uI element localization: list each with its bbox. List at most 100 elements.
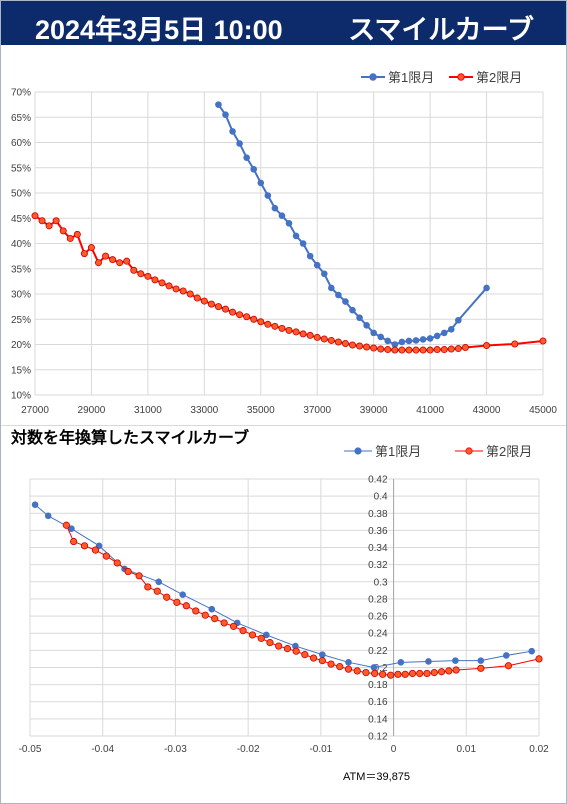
data-point-1	[452, 657, 459, 664]
data-point-2	[447, 345, 455, 353]
data-point-2	[539, 337, 547, 345]
data-point-2	[318, 657, 326, 665]
data-point-2	[173, 598, 181, 606]
data-point-2	[91, 546, 100, 554]
data-point-2	[483, 342, 491, 350]
y-tick-label: 10%	[11, 391, 31, 402]
data-point-2	[80, 250, 88, 258]
data-point-2	[123, 257, 131, 265]
data-point-2	[137, 270, 145, 278]
data-point-2	[299, 330, 307, 338]
data-point-2	[391, 346, 399, 354]
data-point-1	[419, 336, 427, 343]
data-point-2	[348, 341, 356, 349]
y-tick-label: 40%	[11, 239, 31, 250]
data-point-2	[87, 244, 95, 252]
data-point-1	[236, 140, 243, 147]
data-point-1	[292, 642, 299, 650]
data-point-2	[153, 587, 161, 595]
data-point-1	[208, 605, 216, 613]
y-tick-label: 50%	[11, 189, 31, 200]
data-point-2	[151, 276, 159, 284]
y-tick-label: 0.36	[368, 526, 388, 537]
data-point-2	[229, 308, 237, 316]
data-point-2	[309, 654, 318, 662]
data-point-1	[278, 212, 286, 220]
data-point-2	[135, 572, 143, 580]
data-point-2	[113, 559, 121, 567]
legend-marker	[354, 447, 362, 455]
y-tick-label: 0.34	[368, 543, 388, 554]
data-point-2	[334, 338, 342, 346]
data-point-2	[45, 222, 53, 230]
x-tick-label: -0.01	[309, 744, 332, 755]
data-point-2	[292, 328, 300, 336]
data-point-2	[362, 669, 370, 677]
data-point-2	[158, 279, 166, 287]
data-point-2	[408, 669, 417, 678]
chart-title: 対数を年換算したスマイルカーブ	[10, 428, 249, 447]
data-point-1	[528, 647, 536, 655]
header-date: 2024年3月5日 10:00	[35, 15, 283, 45]
y-tick-label: 0.14	[368, 714, 388, 725]
x-tick-label: -0.03	[164, 744, 187, 755]
data-point-1	[384, 337, 392, 345]
legend-label: 第1限月	[388, 70, 434, 85]
data-point-1	[306, 252, 314, 260]
data-point-2	[80, 542, 89, 550]
y-tick-label: 70%	[11, 88, 31, 99]
data-point-1	[222, 111, 229, 119]
data-point-2	[144, 272, 152, 280]
data-point-2	[102, 552, 110, 560]
data-point-2	[405, 346, 413, 354]
data-point-2	[221, 305, 229, 313]
x-tick-label: 29000	[78, 405, 106, 416]
data-point-2	[95, 259, 103, 267]
data-point-2	[416, 669, 424, 678]
data-point-2	[341, 339, 349, 347]
y-tick-label: 0.2	[374, 663, 388, 674]
data-point-1	[320, 270, 328, 278]
data-point-1	[263, 631, 270, 639]
data-point-2	[193, 294, 201, 302]
data-point-1	[335, 291, 342, 299]
y-tick-label: 15%	[11, 365, 31, 376]
data-point-1	[155, 578, 163, 586]
x-tick-label: 0.01	[457, 744, 477, 755]
data-point-2	[236, 311, 244, 319]
y-tick-label: 0.26	[368, 612, 388, 623]
y-tick-label: 0.18	[368, 680, 388, 691]
data-point-1	[328, 284, 335, 292]
data-point-1	[313, 261, 321, 269]
x-tick-label: -0.04	[91, 744, 114, 755]
data-point-1	[179, 591, 186, 598]
data-point-1	[349, 306, 356, 314]
data-point-2	[230, 622, 238, 630]
data-point-2	[179, 287, 187, 295]
legend-marker	[457, 73, 465, 81]
data-point-1	[243, 154, 250, 161]
data-point-2	[387, 671, 395, 679]
data-point-2	[445, 667, 453, 675]
series-line-1	[34, 504, 532, 668]
y-tick-label: 0.12	[368, 732, 388, 743]
data-point-2	[285, 326, 293, 334]
data-point-2	[412, 346, 420, 354]
data-point-1	[285, 220, 293, 227]
data-point-1	[68, 525, 75, 532]
data-point-2	[248, 631, 257, 639]
data-point-2	[200, 297, 208, 305]
data-point-2	[535, 655, 543, 663]
data-point-2	[271, 322, 279, 330]
data-point-2	[66, 234, 74, 242]
y-tick-label: 65%	[11, 113, 31, 124]
data-point-2	[511, 340, 519, 348]
data-point-2	[172, 285, 180, 293]
data-point-2	[266, 639, 274, 647]
data-point-2	[301, 651, 309, 659]
data-point-1	[426, 335, 434, 342]
data-point-2	[363, 343, 371, 351]
header-title: スマイルカーブ	[348, 15, 534, 45]
data-point-2	[327, 660, 335, 668]
